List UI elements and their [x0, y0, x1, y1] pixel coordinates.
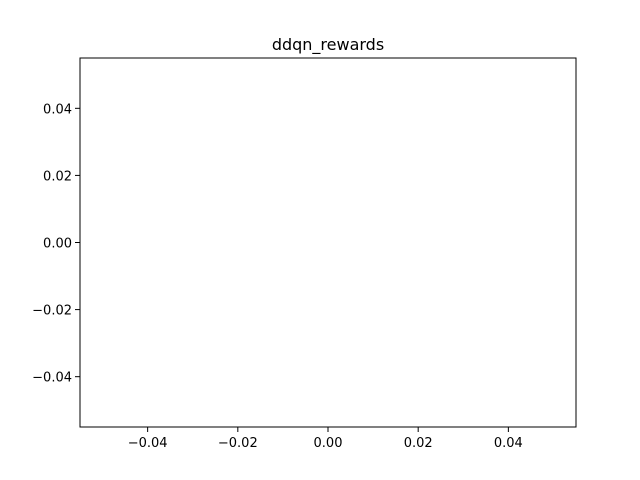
- y-tick-label: −0.02: [32, 304, 72, 319]
- x-tick-label: 0.00: [314, 436, 343, 451]
- x-tick-label: −0.02: [218, 436, 258, 451]
- y-tick-label: 0.02: [43, 169, 72, 184]
- plot-area-frame: [79, 57, 577, 428]
- x-tick-label: −0.04: [128, 436, 168, 451]
- y-axis-ticks: −0.04 −0.02 0.00 0.02 0.04: [32, 102, 80, 386]
- y-tick-label: −0.04: [32, 371, 72, 386]
- x-axis-ticks: −0.04 −0.02 0.00 0.02 0.04: [128, 427, 523, 451]
- chart-title: ddqn_rewards: [272, 35, 384, 55]
- x-tick-label: 0.04: [494, 436, 523, 451]
- y-tick-label: 0.00: [43, 237, 72, 252]
- y-tick-label: 0.04: [43, 102, 72, 117]
- x-tick-label: 0.02: [404, 436, 433, 451]
